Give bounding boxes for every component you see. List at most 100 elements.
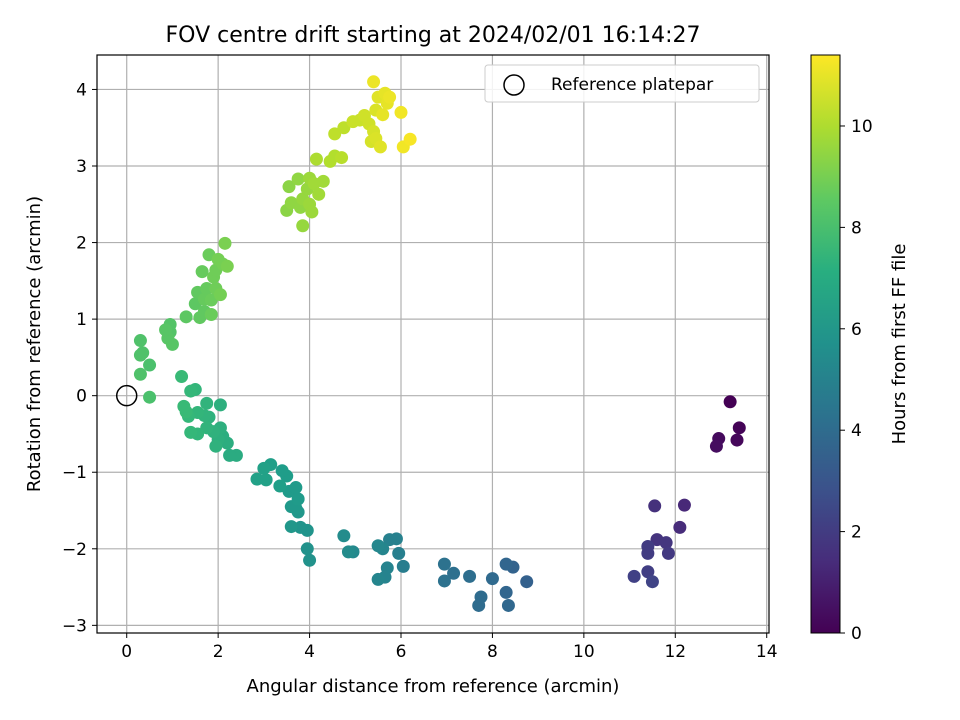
data-point	[732, 421, 746, 435]
data-point	[218, 236, 232, 250]
x-tick-label: 4	[304, 642, 315, 662]
colorbar-tick-label: 2	[851, 523, 862, 543]
data-point	[282, 180, 296, 194]
colorbar-tick-label: 6	[851, 320, 862, 340]
data-point	[309, 152, 323, 166]
x-axis-ticks: 0 2 4 6 8 10 12 14	[121, 633, 778, 662]
data-point	[204, 308, 218, 322]
data-point	[143, 358, 157, 372]
data-point	[437, 557, 451, 571]
data-point	[316, 174, 330, 188]
data-point	[213, 288, 227, 302]
data-point	[645, 575, 659, 589]
colorbar-gradient	[810, 54, 841, 634]
data-point	[175, 370, 189, 384]
legend: Reference platepar	[484, 64, 760, 103]
colorbar-tick-label: 8	[851, 218, 862, 238]
data-point	[133, 334, 147, 348]
data-point	[291, 172, 305, 186]
data-point	[648, 499, 662, 513]
data-point	[485, 572, 499, 586]
legend-marker	[503, 74, 525, 96]
data-point	[437, 574, 451, 588]
chart-title: FOV centre drift starting at 2024/02/01 …	[166, 23, 701, 48]
data-point	[373, 140, 387, 154]
data-point	[376, 108, 390, 122]
data-point	[341, 545, 355, 559]
colorbar-label: Hours from first FF file	[889, 244, 910, 445]
data-point	[209, 439, 223, 453]
data-point	[273, 479, 287, 493]
data-point	[641, 546, 655, 560]
data-point	[303, 553, 317, 567]
data-point	[677, 498, 691, 512]
data-point	[296, 219, 310, 233]
legend-box	[484, 64, 760, 103]
data-point	[659, 536, 673, 550]
data-point	[200, 281, 214, 295]
x-tick-label: 10	[573, 642, 595, 662]
data-point	[335, 151, 349, 165]
colorbar: 0 2 4 6 8 10 Hours from first FF file	[810, 54, 910, 644]
colorbar-tick-label: 4	[851, 421, 862, 441]
data-point	[447, 566, 461, 580]
data-point	[312, 187, 326, 201]
y-tick-label: −2	[62, 540, 87, 560]
data-point	[403, 132, 417, 146]
data-point	[673, 520, 687, 534]
data-points	[133, 75, 746, 612]
y-tick-label: 0	[76, 387, 87, 407]
data-point	[520, 575, 534, 589]
data-point	[383, 90, 397, 104]
data-point	[337, 529, 351, 543]
data-point	[499, 557, 513, 571]
data-point	[184, 384, 198, 398]
data-point	[723, 395, 737, 409]
data-point	[250, 472, 264, 486]
data-point	[383, 533, 397, 547]
x-tick-label: 6	[396, 642, 407, 662]
reference-marker	[115, 384, 138, 407]
y-tick-label: 1	[76, 310, 87, 330]
y-tick-label: −3	[62, 616, 87, 636]
legend-label: Reference platepar	[551, 75, 713, 95]
data-point	[133, 367, 147, 381]
data-point	[179, 310, 193, 324]
y-tick-label: 2	[76, 234, 87, 254]
data-point	[177, 399, 191, 413]
colorbar-ticks: 0 2 4 6 8 10	[840, 117, 873, 644]
data-point	[291, 492, 305, 506]
x-tick-label: 12	[664, 642, 686, 662]
data-point	[499, 585, 513, 599]
data-point	[300, 542, 314, 556]
data-point	[159, 323, 173, 337]
data-point	[661, 546, 675, 560]
data-point	[184, 425, 198, 439]
data-point	[501, 598, 515, 612]
data-point	[289, 481, 303, 495]
data-point	[213, 398, 227, 412]
y-tick-label: 3	[76, 157, 87, 177]
data-point	[223, 448, 237, 462]
data-point	[200, 396, 214, 410]
data-point	[328, 127, 342, 141]
data-point	[143, 390, 157, 404]
data-point	[275, 464, 289, 478]
data-point	[463, 569, 477, 583]
x-tick-label: 2	[213, 642, 224, 662]
data-point	[641, 565, 655, 579]
data-point	[284, 520, 298, 534]
y-axis-label: Rotation from reference (arcmin)	[24, 196, 45, 492]
data-point	[371, 539, 385, 553]
colorbar-tick-label: 0	[851, 624, 862, 644]
data-point	[730, 433, 744, 447]
y-tick-label: 4	[76, 80, 87, 100]
data-point	[392, 546, 406, 560]
data-point	[195, 265, 209, 279]
x-axis-label: Angular distance from reference (arcmin)	[247, 676, 620, 697]
data-point	[220, 259, 234, 273]
x-tick-label: 8	[487, 642, 498, 662]
data-point	[627, 569, 641, 583]
colorbar-tick-label: 10	[851, 117, 873, 137]
